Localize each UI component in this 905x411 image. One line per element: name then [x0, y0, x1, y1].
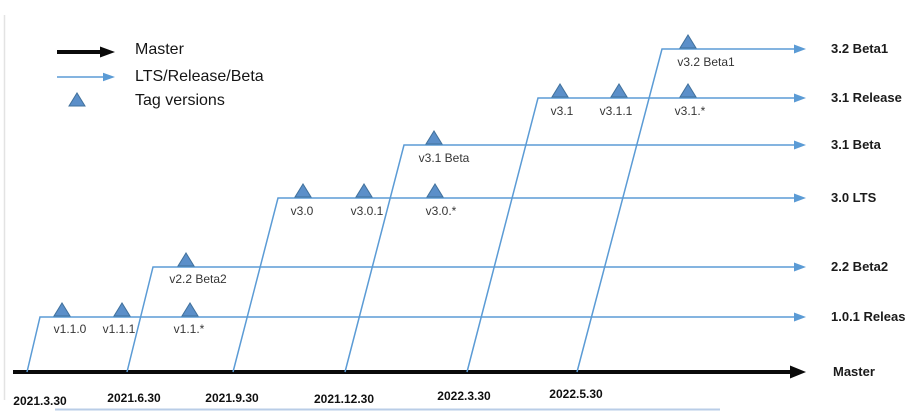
tag-icon-v1-1-1: [113, 302, 131, 317]
tag-label: v3.1.1: [599, 104, 633, 118]
tag-icon-v2-2-beta2: [177, 252, 195, 267]
branch-line-2-2-beta2: [126, 266, 794, 373]
branch-line-3-1-beta: [344, 144, 794, 373]
tag-icon-v3-0-1: [355, 183, 373, 198]
branch-line-3-0-lts: [232, 197, 794, 373]
branch-label-3-1-beta: 3.1 Beta: [831, 137, 881, 152]
tag-label: v1.1.*: [173, 322, 205, 336]
legend-label-master: Master: [135, 41, 184, 58]
tag-label: v3.1: [550, 104, 574, 118]
tag-icon-v1-1-0: [53, 302, 71, 317]
tag-label: v3.1 Beta: [418, 151, 470, 165]
branch-label-1-0-1-release: 1.0.1 Release: [831, 309, 905, 324]
branch-arrowhead-icon: [794, 93, 806, 103]
branch-arrowhead-icon: [794, 312, 806, 322]
date-label: 2021.12.30: [313, 392, 375, 406]
branch-line-3-1-release: [466, 97, 794, 373]
legend-master-arrowhead-icon: [100, 46, 115, 58]
master-line-label: Master: [833, 364, 875, 379]
tag-label: v1.1.0: [53, 322, 87, 336]
branch-label-3-0-lts: 3.0 LTS: [831, 190, 877, 205]
date-label: 2022.5.30: [549, 387, 603, 401]
branch-label-2-2-beta2: 2.2 Beta2: [831, 259, 889, 274]
tag-label: v2.2 Beta2: [169, 272, 227, 286]
tag-icon-v3-1-star: [679, 83, 697, 98]
tag-icon-v3-1-beta: [425, 130, 443, 145]
tag-label: v1.1.1: [102, 322, 136, 336]
tag-label: v3.1.*: [674, 104, 706, 118]
branch-line-1-0-1-release: [26, 316, 794, 373]
tag-icon-v3-0: [294, 183, 312, 198]
branch-label-3-2-beta1: 3.2 Beta1: [831, 41, 889, 56]
tag-label: v3.0: [290, 204, 314, 218]
tag-label: v3.2 Beta1: [677, 55, 735, 69]
tag-icon-v3-2-beta1: [679, 34, 697, 49]
branch-arrowhead-icon: [794, 262, 806, 272]
legend-tag-triangle-icon: [68, 92, 86, 107]
date-label: 2021.6.30: [107, 391, 161, 405]
branch-line-3-2-beta1: [576, 48, 794, 373]
date-label: 2021.9.30: [205, 391, 259, 405]
branch-arrowhead-icon: [794, 193, 806, 203]
master-arrowhead-icon: [790, 365, 806, 379]
tag-label: v3.0.1: [350, 204, 384, 218]
date-label: 2021.3.30: [13, 394, 67, 408]
tag-label: v3.0.*: [425, 204, 457, 218]
date-label: 2022.3.30: [437, 389, 491, 403]
legend-branch-arrowhead-icon: [103, 72, 115, 82]
legend-label-tag-versions: Tag versions: [135, 92, 225, 109]
tag-icon-v3-1-1: [610, 83, 628, 98]
legend-label-lts-release-beta: LTS/Release/Beta: [135, 68, 264, 85]
branch-arrowhead-icon: [794, 44, 806, 54]
tag-icon-v3-0-star: [426, 183, 444, 198]
tag-icon-v3-1: [551, 83, 569, 98]
tag-icon-v1-1-star: [181, 302, 199, 317]
branch-arrowhead-icon: [794, 140, 806, 150]
branch-label-3-1-release: 3.1 Release: [831, 90, 902, 105]
